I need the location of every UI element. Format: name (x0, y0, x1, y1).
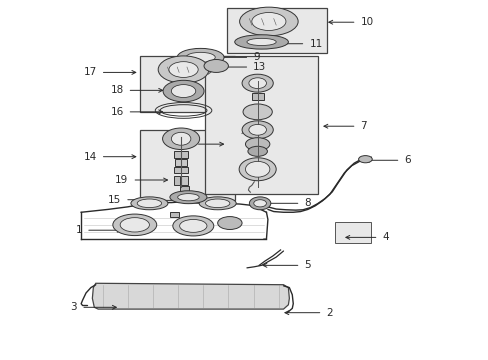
Text: 8: 8 (304, 198, 310, 208)
Text: 12: 12 (178, 139, 191, 149)
Text: 14: 14 (83, 152, 97, 162)
Bar (170, 212, 179, 217)
Ellipse shape (234, 35, 288, 49)
Bar (173, 150, 188, 158)
Ellipse shape (179, 220, 206, 232)
Text: 9: 9 (253, 52, 259, 62)
Text: 17: 17 (83, 67, 97, 77)
Ellipse shape (247, 146, 267, 156)
Bar (227, 8, 327, 53)
Ellipse shape (248, 125, 266, 135)
Ellipse shape (163, 80, 203, 102)
Ellipse shape (203, 59, 228, 72)
Bar (173, 176, 179, 185)
Bar (175, 159, 187, 166)
Ellipse shape (248, 78, 266, 89)
Ellipse shape (185, 52, 215, 62)
Ellipse shape (239, 7, 298, 36)
Ellipse shape (217, 217, 242, 229)
Ellipse shape (199, 197, 236, 210)
Text: 4: 4 (382, 232, 388, 242)
Text: 15: 15 (108, 195, 121, 205)
Ellipse shape (120, 218, 149, 232)
Ellipse shape (249, 197, 270, 210)
Text: 16: 16 (110, 107, 123, 117)
Text: 11: 11 (309, 39, 322, 49)
Ellipse shape (162, 128, 199, 149)
Text: 6: 6 (404, 155, 410, 165)
Ellipse shape (205, 199, 229, 208)
Ellipse shape (177, 48, 224, 66)
Ellipse shape (253, 200, 266, 207)
Polygon shape (92, 283, 289, 309)
Bar (251, 93, 264, 100)
Text: 13: 13 (253, 62, 266, 72)
Ellipse shape (242, 121, 273, 139)
Ellipse shape (172, 216, 213, 236)
Bar (140, 130, 234, 200)
Text: 10: 10 (360, 17, 373, 27)
Text: 5: 5 (304, 260, 310, 270)
Ellipse shape (245, 161, 269, 177)
Text: 19: 19 (115, 175, 128, 185)
Text: 7: 7 (360, 121, 366, 131)
Ellipse shape (245, 138, 269, 150)
Ellipse shape (171, 132, 190, 145)
Ellipse shape (177, 194, 199, 201)
Ellipse shape (169, 191, 206, 204)
Text: 1: 1 (75, 225, 82, 235)
Text: 18: 18 (110, 85, 123, 95)
Ellipse shape (158, 56, 208, 83)
Bar (140, 56, 234, 112)
Bar (180, 186, 188, 191)
Ellipse shape (246, 39, 276, 45)
Bar (173, 167, 188, 173)
Bar (205, 56, 317, 194)
Bar (334, 222, 370, 243)
Ellipse shape (168, 62, 198, 77)
Ellipse shape (242, 74, 273, 92)
Ellipse shape (239, 158, 276, 181)
Ellipse shape (131, 197, 167, 210)
Ellipse shape (243, 104, 272, 120)
Ellipse shape (358, 156, 371, 163)
Ellipse shape (113, 214, 157, 235)
Bar (181, 176, 188, 185)
Ellipse shape (137, 199, 161, 208)
Ellipse shape (251, 13, 285, 31)
Text: 2: 2 (326, 308, 332, 318)
Text: 3: 3 (70, 302, 77, 312)
Ellipse shape (171, 85, 195, 98)
